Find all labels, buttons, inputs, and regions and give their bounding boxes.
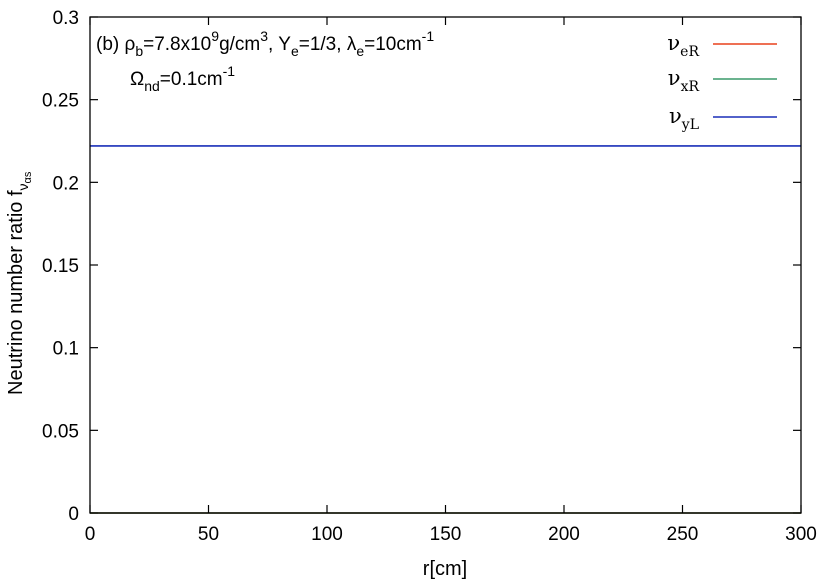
y-tick-label: 0.2 (53, 173, 79, 194)
y-axis-label: Neutrino number ratio fναs (5, 171, 34, 395)
legend-label-yL: νyL (669, 104, 699, 133)
y-tick-label: 0.05 (42, 421, 79, 442)
ticks-layer: 0 50 100 150 200 250 300 0 0.05 0.1 0.15 0.2 0.25 0.3 (42, 8, 817, 545)
x-tick-label: 200 (548, 524, 580, 545)
x-tick-label: 250 (667, 524, 699, 545)
x-axis-label: r[cm] (423, 558, 467, 580)
annotation-line-1: (b) ρb=7.8x109g/cm3, Ye=1/3, λe=10cm-1 (96, 28, 434, 59)
y-tick-label: 0.3 (53, 8, 79, 29)
x-tick-label: 0 (85, 524, 96, 545)
legend-label-eR: νeR (667, 31, 699, 60)
legend-label-xR: νxR (668, 66, 700, 95)
legend: νeR νxR νyL (667, 31, 777, 133)
y-tick-label: 0.15 (42, 256, 79, 277)
series-layer (90, 145, 801, 514)
y-tick-label: 0 (68, 504, 79, 525)
x-tick-label: 50 (198, 524, 219, 545)
annotation-line-2: Ωnd=0.1cm-1 (130, 63, 235, 94)
x-tick-label: 300 (785, 524, 817, 545)
y-tick-label: 0.25 (42, 91, 79, 112)
x-tick-label: 100 (311, 524, 343, 545)
x-tick-label: 150 (430, 524, 462, 545)
y-tick-label: 0.1 (53, 339, 79, 360)
